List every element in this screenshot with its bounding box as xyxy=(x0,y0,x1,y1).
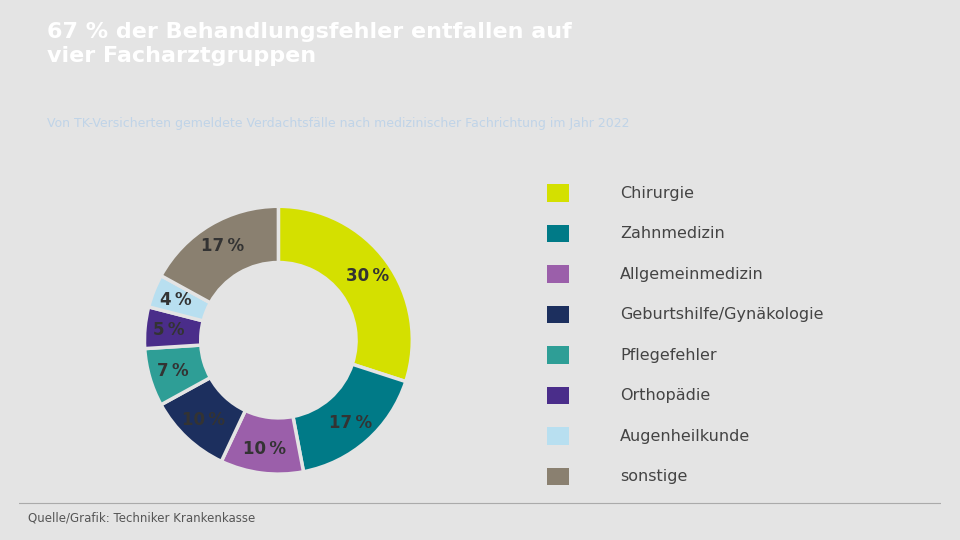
Text: 7 %: 7 % xyxy=(157,362,189,380)
Text: Augenheilkunde: Augenheilkunde xyxy=(620,429,751,443)
Wedge shape xyxy=(222,410,303,474)
Text: Von TK-Versicherten gemeldete Verdachtsfälle nach medizinischer Fachrichtung im : Von TK-Versicherten gemeldete Verdachtsf… xyxy=(47,117,630,130)
Wedge shape xyxy=(161,206,278,303)
Text: Quelle/Grafik: Techniker Krankenkasse: Quelle/Grafik: Techniker Krankenkasse xyxy=(29,512,255,525)
Text: 30 %: 30 % xyxy=(346,267,389,285)
Bar xyxy=(547,265,569,283)
Text: Chirurgie: Chirurgie xyxy=(620,186,694,200)
Text: 17 %: 17 % xyxy=(201,237,244,255)
Text: Orthopädie: Orthopädie xyxy=(620,388,710,403)
Bar xyxy=(547,306,569,323)
Text: 17 %: 17 % xyxy=(329,414,372,431)
Text: sonstige: sonstige xyxy=(620,469,687,484)
Text: 4 %: 4 % xyxy=(160,291,192,309)
Wedge shape xyxy=(293,364,406,472)
Bar xyxy=(547,387,569,404)
Text: Geburtshilfe/Gynäkologie: Geburtshilfe/Gynäkologie xyxy=(620,307,824,322)
Wedge shape xyxy=(145,307,204,349)
Wedge shape xyxy=(145,345,210,404)
Bar xyxy=(547,468,569,485)
Text: Pflegefehler: Pflegefehler xyxy=(620,348,717,362)
Bar xyxy=(547,346,569,364)
Wedge shape xyxy=(149,276,210,321)
Text: 10 %: 10 % xyxy=(243,440,286,458)
Text: 67 % der Behandlungsfehler entfallen auf
vier Facharztgruppen: 67 % der Behandlungsfehler entfallen auf… xyxy=(47,23,571,66)
Text: 10 %: 10 % xyxy=(181,411,225,429)
Wedge shape xyxy=(161,377,246,461)
Bar xyxy=(547,184,569,202)
Bar xyxy=(547,225,569,242)
Text: Zahnmedizin: Zahnmedizin xyxy=(620,226,725,241)
Text: Allgemeinmedizin: Allgemeinmedizin xyxy=(620,267,764,281)
Bar xyxy=(547,427,569,445)
Wedge shape xyxy=(278,206,412,382)
Text: 5 %: 5 % xyxy=(154,321,185,339)
